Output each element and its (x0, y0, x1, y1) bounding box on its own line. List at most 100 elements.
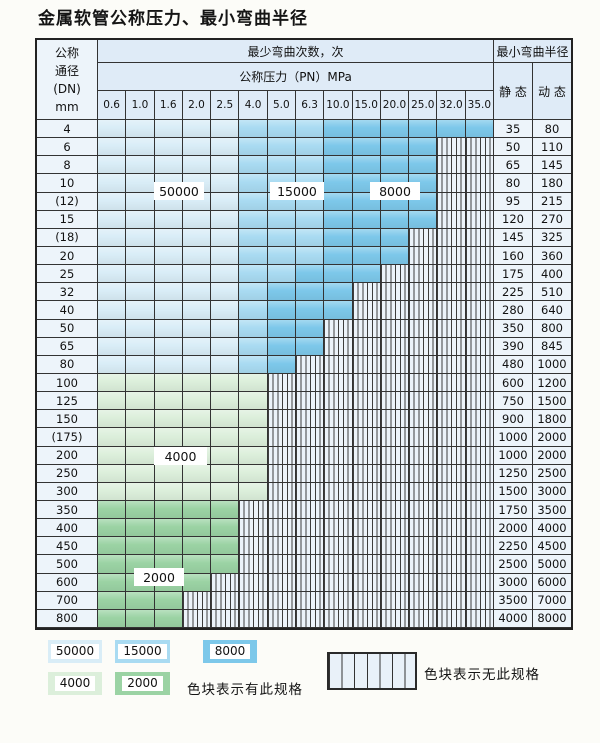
dn-cell: 50 (37, 319, 98, 338)
band-cell-4000 (211, 410, 240, 429)
dn-cell: 350 (37, 501, 98, 520)
band-cell-50000 (182, 247, 212, 266)
no-spec-cell (465, 283, 494, 302)
no-spec-cell (296, 464, 325, 483)
band-cell-50000 (182, 337, 212, 356)
band-cell-2000 (211, 501, 240, 520)
no-spec-cell (352, 519, 381, 538)
static-radius-cell: 50 (494, 138, 533, 157)
band-cell-8000 (324, 210, 353, 229)
band-cell-4000 (182, 410, 212, 429)
dynamic-radius-cell: 6000 (533, 573, 571, 592)
static-radius-cell: 900 (494, 410, 533, 429)
no-spec-cell (267, 410, 296, 429)
no-spec-cell (352, 464, 381, 483)
no-spec-cell (352, 355, 381, 374)
band-cell-50000 (154, 138, 183, 157)
legend-swatch-label: 8000 (209, 644, 251, 659)
band-cell-50000 (211, 210, 240, 229)
no-spec-cell (465, 192, 494, 211)
dn-cell: 600 (37, 573, 98, 592)
no-spec-cell (437, 301, 466, 320)
band-cell-50000 (182, 265, 212, 284)
dynamic-radius-cell: 4500 (533, 537, 571, 556)
pressure-tick: 4.0 (239, 91, 268, 120)
band-cell-2000 (182, 573, 212, 592)
no-spec-cell (465, 591, 494, 610)
static-radius-cell: 120 (494, 210, 533, 229)
band-cell-50000 (182, 138, 212, 157)
band-cell-4000 (211, 392, 240, 411)
band-cell-4000 (154, 428, 183, 447)
legend-swatch-label: 2000 (122, 676, 163, 691)
no-spec-cell (437, 192, 466, 211)
band-cell-50000 (126, 355, 155, 374)
dn-cell: 40 (37, 301, 98, 320)
band-cell-50000 (182, 319, 212, 338)
band-cell-8000 (296, 319, 325, 338)
dynamic-radius-cell: 845 (533, 337, 571, 356)
dn-cell: (18) (37, 228, 98, 247)
band-cell-4000 (182, 428, 212, 447)
dynamic-radius-cell: 110 (533, 138, 571, 157)
no-spec-cell (437, 138, 466, 157)
no-spec-cell (380, 519, 410, 538)
band-cell-8000 (324, 301, 353, 320)
band-cell-50000 (182, 301, 212, 320)
band-cell-50000 (126, 192, 155, 211)
band-cell-4000 (98, 482, 127, 501)
no-spec-cell (409, 319, 438, 338)
static-column-header: 静 态 (494, 63, 533, 120)
no-spec-cell (267, 573, 296, 592)
band-cell-8000 (409, 138, 438, 157)
dynamic-radius-cell: 80 (533, 120, 571, 139)
dn-cell: 800 (37, 609, 98, 628)
band-cell-2000 (98, 591, 127, 610)
no-spec-cell (465, 519, 494, 538)
no-spec-cell (409, 573, 438, 592)
static-radius-cell: 95 (494, 192, 533, 211)
band-cell-8000 (380, 120, 410, 139)
static-radius-cell: 390 (494, 337, 533, 356)
band-cell-2000 (211, 537, 240, 556)
dynamic-radius-cell: 510 (533, 283, 571, 302)
no-spec-cell (239, 501, 268, 520)
band-cell-4000 (239, 482, 268, 501)
band-cell-8000 (409, 120, 438, 139)
no-spec-cell (239, 555, 268, 574)
no-spec-cell (437, 464, 466, 483)
band-cell-15000 (267, 120, 296, 139)
band-cell-8000 (352, 210, 381, 229)
no-spec-cell (465, 374, 494, 393)
pressure-tick: 32.0 (437, 91, 466, 120)
radius-header: 最小弯曲半径 (494, 40, 571, 63)
no-spec-cell (267, 464, 296, 483)
no-spec-cell (465, 337, 494, 356)
static-radius-cell: 350 (494, 319, 533, 338)
band-cell-4000 (239, 428, 268, 447)
no-spec-cell (409, 283, 438, 302)
no-spec-cell (437, 283, 466, 302)
no-spec-cell (437, 519, 466, 538)
no-spec-cell (380, 428, 410, 447)
band-cell-50000 (98, 265, 127, 284)
band-label-4000: 4000 (154, 447, 207, 465)
band-label-50000: 50000 (154, 182, 204, 200)
band-cell-50000 (98, 138, 127, 157)
page-title: 金属软管公称压力、最小弯曲半径 (38, 9, 308, 29)
band-cell-8000 (296, 337, 325, 356)
band-cell-50000 (126, 337, 155, 356)
pressure-tick: 0.6 (98, 91, 127, 120)
no-spec-cell (409, 482, 438, 501)
band-cell-15000 (239, 228, 268, 247)
dn-column-header: 公称 通径 (DN) mm (37, 40, 98, 120)
static-radius-cell: 2500 (494, 555, 533, 574)
pressure-tick: 2.0 (182, 91, 212, 120)
band-cell-8000 (324, 228, 353, 247)
band-cell-4000 (211, 446, 240, 465)
dynamic-radius-cell: 8000 (533, 609, 571, 628)
band-cell-50000 (154, 319, 183, 338)
band-cell-4000 (154, 392, 183, 411)
dn-cell: 500 (37, 555, 98, 574)
no-spec-cell (324, 609, 353, 628)
